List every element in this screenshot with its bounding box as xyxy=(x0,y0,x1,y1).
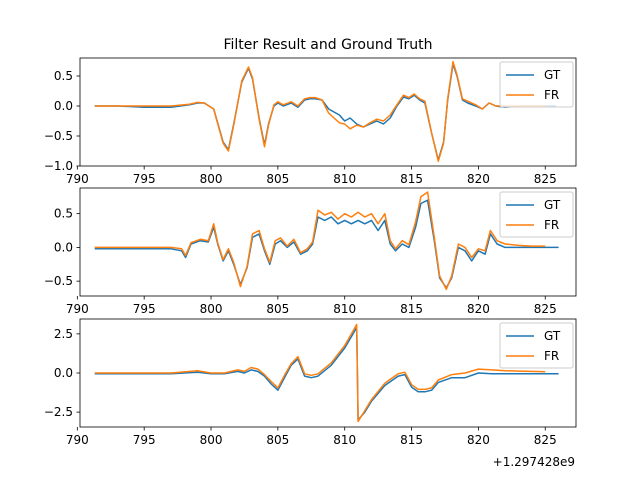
chart-title: Filter Result and Ground Truth xyxy=(223,37,432,53)
y-tick-label: 0.0 xyxy=(54,366,73,380)
y-tick-label: 0.0 xyxy=(54,99,73,113)
x-tick-label: 820 xyxy=(467,172,490,186)
legend-label-fr: FR xyxy=(544,349,559,363)
legend-label-gt: GT xyxy=(544,329,561,343)
x-tick-label: 790 xyxy=(66,433,89,447)
subplots: 790 795 800 805 810 815 820 825 0.5 0.0 −0.5 −1.0 GT… xyxy=(44,57,577,447)
x-tick-label: 805 xyxy=(266,172,289,186)
x-tick-label: 825 xyxy=(534,433,557,447)
legend-box xyxy=(499,322,574,369)
y-tick-label: −0.5 xyxy=(44,274,73,288)
x-tick-label: 795 xyxy=(133,302,156,316)
legend-label-gt: GT xyxy=(544,198,561,212)
x-tick-label: 825 xyxy=(534,302,557,316)
subplot-1: 790 795 800 805 810 815 820 825 0.5 0.0 −0.5 −1.0 GT… xyxy=(44,57,577,186)
x-tick-label: 810 xyxy=(333,433,356,447)
x-tick-label: 810 xyxy=(333,302,356,316)
y-tick-label: 2.5 xyxy=(54,327,73,341)
legend: GT FR xyxy=(499,322,574,369)
subplot-3: 790 795 800 805 810 815 820 825 2.5 0.0 −2.5 GT FR xyxy=(44,318,577,447)
x-offset-label: +1.297428e9 xyxy=(493,455,575,469)
series-line-gt xyxy=(94,326,559,421)
x-tick-label: 800 xyxy=(200,302,223,316)
x-tick-label: 815 xyxy=(400,172,423,186)
x-tick-label: 800 xyxy=(200,172,223,186)
subplot-2: 790 795 800 805 810 815 820 825 0.5 0.0 −0.5 GT FR xyxy=(44,187,577,316)
y-tick-label: 0.0 xyxy=(54,240,73,254)
axes-frame xyxy=(79,187,577,297)
legend-box xyxy=(499,61,574,108)
x-tick-label: 805 xyxy=(266,433,289,447)
series-line-fr xyxy=(94,60,546,162)
x-tick-label: 795 xyxy=(133,172,156,186)
axes-frame xyxy=(79,57,577,167)
x-tick-label: 790 xyxy=(66,302,89,316)
x-tick-label: 820 xyxy=(467,302,490,316)
legend: GT FR xyxy=(499,61,574,108)
x-tick-label: 815 xyxy=(400,302,423,316)
legend-label-gt: GT xyxy=(544,68,561,82)
legend-label-fr: FR xyxy=(544,218,559,232)
x-tick-label: 800 xyxy=(200,433,223,447)
y-tick-label: −0.5 xyxy=(44,129,73,143)
y-tick-label: 0.5 xyxy=(54,207,73,221)
x-tick-label: 795 xyxy=(133,433,156,447)
x-tick-label: 805 xyxy=(266,302,289,316)
x-tick-label: 810 xyxy=(333,172,356,186)
x-tick-label: 825 xyxy=(534,172,557,186)
legend: GT FR xyxy=(499,191,574,238)
x-tick-label: 790 xyxy=(66,172,89,186)
x-tick-label: 815 xyxy=(400,433,423,447)
y-tick-label: 0.5 xyxy=(54,69,73,83)
series-line-fr xyxy=(94,191,546,291)
legend-box xyxy=(499,191,574,238)
legend-label-fr: FR xyxy=(544,88,559,102)
y-tick-label: −2.5 xyxy=(44,405,73,419)
x-tick-label: 820 xyxy=(467,433,490,447)
series-line-fr xyxy=(94,323,546,423)
y-tick-label: −1.0 xyxy=(44,159,73,173)
